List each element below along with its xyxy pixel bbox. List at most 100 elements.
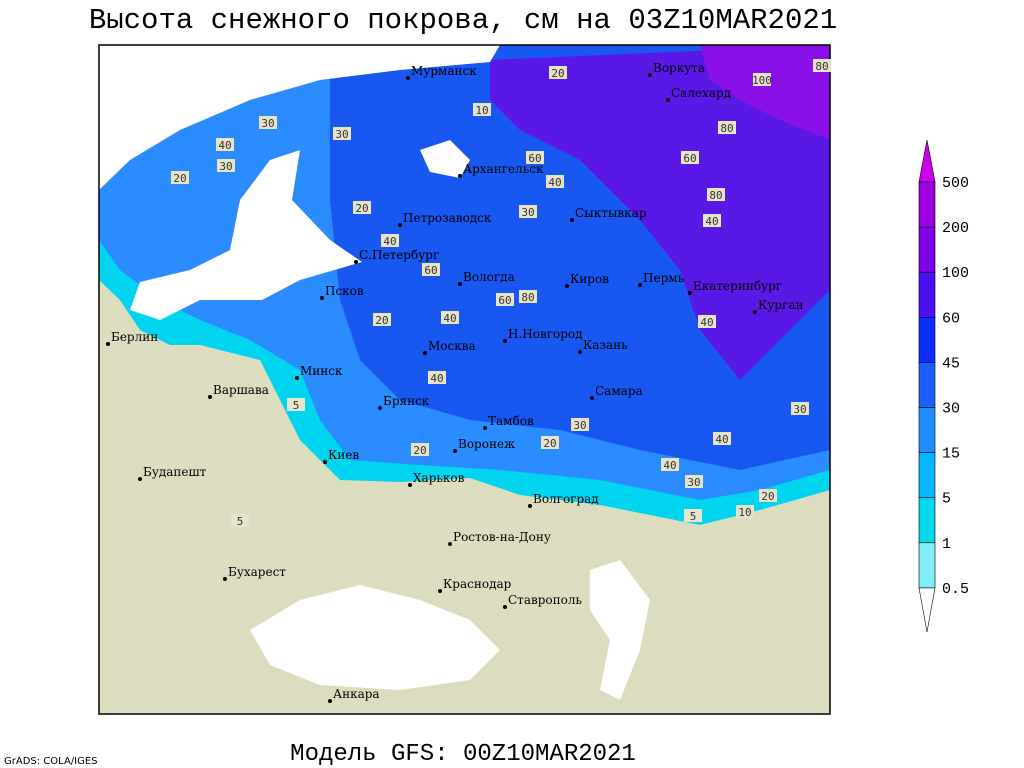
contour-label: 80 [720,122,733,135]
colorbar-label: 1 [942,536,951,553]
contour-label-box [526,151,544,164]
city-dot [448,542,452,546]
city-dot [323,460,327,464]
colorbar-segment [918,181,936,228]
city-dot [483,426,487,430]
city-label: Самара [595,384,643,398]
contour-label-box [759,489,777,502]
contour-label-box [791,402,809,415]
contour-label: 40 [715,433,728,446]
contour-label: 30 [219,160,232,173]
city-label: Архангельск [463,162,544,176]
city-label: Москва [428,339,476,353]
colorbar-segment [918,407,936,453]
city-dot [295,376,299,380]
contour-label-box [287,398,305,411]
city-label: Киров [570,272,609,286]
contour-label: 60 [683,152,696,165]
colorbar-segment [918,316,936,363]
contour-label-box [353,201,371,214]
city-label: Псков [325,284,364,298]
contour-label: 80 [521,291,534,304]
city-dot [208,395,212,399]
city-dot [503,605,507,609]
city-label: Волгоград [533,492,599,506]
contour-label: 40 [218,139,231,152]
colorbar-label: 15 [942,446,960,463]
baltic-sea [130,150,362,320]
contour-label-box [546,175,564,188]
contour-label-box [259,116,277,129]
contour-label: 40 [548,176,561,189]
contour-label: 30 [687,476,700,489]
city-label: Минск [300,364,343,378]
contour-label-box [428,371,446,384]
contour-label-box [333,127,351,140]
colorbar-label: 200 [942,220,969,237]
city-dot [320,296,324,300]
credit: GrADS: COLA/IGES [4,756,98,767]
contour-label: 40 [705,215,718,228]
city-label: Сыктывкар [575,206,647,220]
contour-label: 10 [475,104,488,117]
colorbar-label: 500 [942,175,969,192]
city-dot [458,174,462,178]
city-label: Тамбов [488,414,534,428]
contour-label: 30 [335,128,348,141]
city-dot [438,589,442,593]
map: Мурманск Воркута Салехард Архангельск Петроз… [98,44,831,715]
contour-label: 40 [700,316,713,329]
colorbar-bottom [918,587,936,633]
city-dot [354,260,358,264]
city-dot [638,283,642,287]
city-label: Анкара [333,687,380,701]
contour-label: 20 [761,490,774,503]
city-label: Харьков [413,471,465,485]
contour-label: 40 [430,372,443,385]
city-dot [398,223,402,227]
contour-label-box [441,311,459,324]
colorbar-segment [918,542,936,589]
contour-label: 40 [663,459,676,472]
city-dot [590,396,594,400]
snow-purple [490,45,830,380]
city-label: Мурманск [411,64,477,78]
contour-label-box [422,263,440,276]
contour-label-box [216,138,234,151]
contour-label-box [519,290,537,303]
contour-label-box [713,432,731,445]
colorbar-label: 100 [942,265,969,282]
contour-label: 5 [690,510,697,523]
contour-label: 30 [573,419,586,432]
city-dot [648,73,652,77]
contour-label-box [718,121,736,134]
city-dot [565,284,569,288]
model-caption: Модель GFS: 00Z10MAR2021 [290,741,636,768]
contour-label-box [707,188,725,201]
city-label: С.Петербург [359,248,439,262]
colorbar-label: 60 [942,310,960,327]
contour-label-box [813,59,831,72]
city-dot [408,483,412,487]
colorbar-top [918,139,936,183]
city-dot [138,477,142,481]
contour-label-box [473,103,491,116]
contour-label: 40 [443,312,456,325]
contour-label: 80 [815,60,828,73]
contour-label: 30 [793,403,806,416]
city-label: Салехард [671,86,731,100]
contour-label: 30 [261,117,274,130]
city-label: Воронеж [458,437,515,451]
city-dot [458,282,462,286]
colorbar: 500 200 100 60 45 30 15 5 1 0.5 [918,139,969,633]
contour-label-box [684,509,702,522]
colorbar-label: 5 [942,491,951,508]
contour-label: 20 [413,444,426,457]
city-dot [688,291,692,295]
contour-label-box [541,436,559,449]
colorbar-segment [918,452,936,499]
city-dot [570,218,574,222]
contour-label: 10 [738,506,751,519]
title: Высота снежного покрова, см на 03Z10MAR2… [89,4,837,37]
city-dot [378,406,382,410]
